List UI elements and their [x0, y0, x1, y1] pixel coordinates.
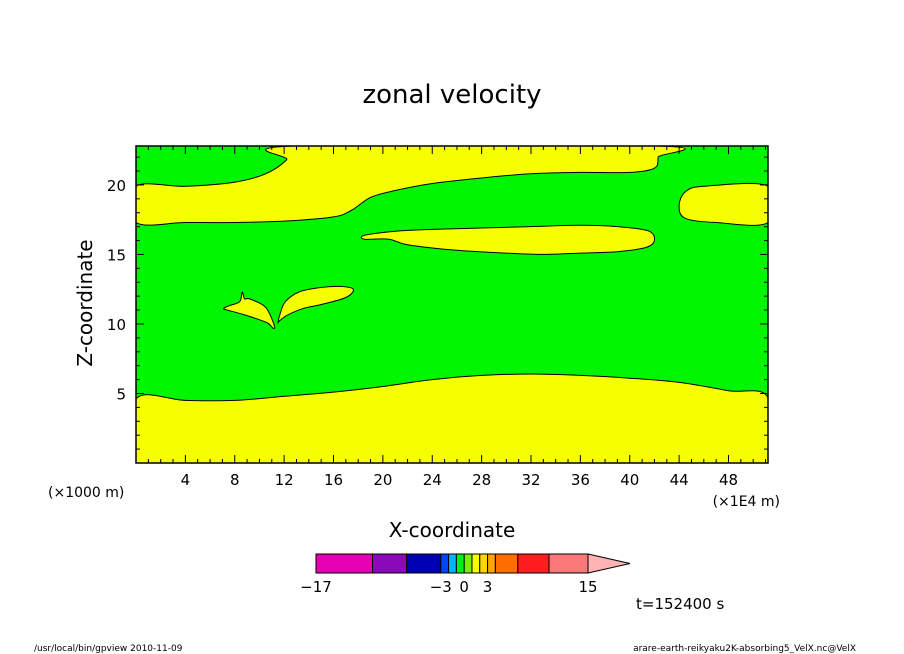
x-tick-label: 4: [181, 471, 191, 489]
colorbar-tick-label: 15: [578, 578, 597, 596]
colorbar-segment: [440, 553, 450, 574]
colorbar-tick-label: −3: [430, 578, 452, 596]
colorbar-tick-label: 0: [459, 578, 469, 596]
footer-left: /usr/local/bin/gpview 2010-11-09: [34, 644, 183, 654]
x-ticks: 4 8 12 16 20 24 28 32 36 40 44 48: [147, 146, 767, 489]
colorbar: −17 −3 0 3 15: [300, 553, 631, 596]
x-unit-right: (×1E4 m): [713, 494, 780, 510]
colorbar-segment: [315, 553, 374, 574]
colorbar-extension-arrow: [587, 553, 631, 574]
contour-region-positive-1: [136, 373, 768, 463]
footer-right: arare-earth-reikyaku2K-absorbing5_VelX.n…: [633, 644, 856, 654]
x-tick-label: 44: [670, 471, 689, 489]
y-tick-label: 5: [116, 385, 126, 403]
plot-frame: [135, 145, 769, 464]
x-tick-label: 20: [373, 471, 392, 489]
colorbar-segment: [448, 553, 457, 574]
x-tick-label: 48: [719, 471, 738, 489]
colorbar-segment: [487, 553, 496, 574]
chart-title: zonal velocity: [362, 80, 541, 110]
contour-region-positive-4: [360, 224, 656, 255]
colorbar-segment: [517, 553, 550, 574]
colorbar-segment: [494, 553, 519, 574]
colorbar-segment: [463, 553, 473, 574]
y-tick-label: 10: [107, 316, 126, 334]
colorbar-segment: [548, 553, 589, 574]
colorbar-segment: [471, 553, 481, 574]
colorbar-segment: [406, 553, 442, 574]
x-tick-label: 16: [324, 471, 343, 489]
x-tick-label: 12: [275, 471, 294, 489]
x-tick-label: 8: [230, 471, 240, 489]
colorbar-tick-label: −17: [300, 578, 332, 596]
colorbar-segment: [372, 553, 408, 574]
y-tick-label: 20: [107, 177, 126, 195]
colorbar-tick-label: 3: [483, 578, 493, 596]
contour-region-positive-3: [678, 182, 768, 226]
colorbar-segment: [455, 553, 465, 574]
y-tick-label: 15: [107, 246, 126, 264]
x-tick-label: 32: [521, 471, 540, 489]
time-label: t=152400 s: [636, 595, 724, 613]
contour-regions: [136, 146, 768, 463]
y-ticks: 5 10 15 20: [107, 156, 768, 450]
x-unit-left: (×1000 m): [48, 485, 124, 501]
x-axis-label: X-coordinate: [389, 518, 516, 542]
contour-region-positive-6: [277, 285, 354, 324]
colorbar-segment: [479, 553, 489, 574]
x-tick-label: 40: [620, 471, 639, 489]
contour-region-positive-2: [136, 146, 686, 226]
x-tick-label: 28: [472, 471, 491, 489]
contour-region-positive-5: [223, 291, 276, 329]
x-tick-label: 36: [571, 471, 590, 489]
x-tick-label: 24: [423, 471, 442, 489]
y-axis-label: Z-coordinate: [73, 239, 97, 366]
